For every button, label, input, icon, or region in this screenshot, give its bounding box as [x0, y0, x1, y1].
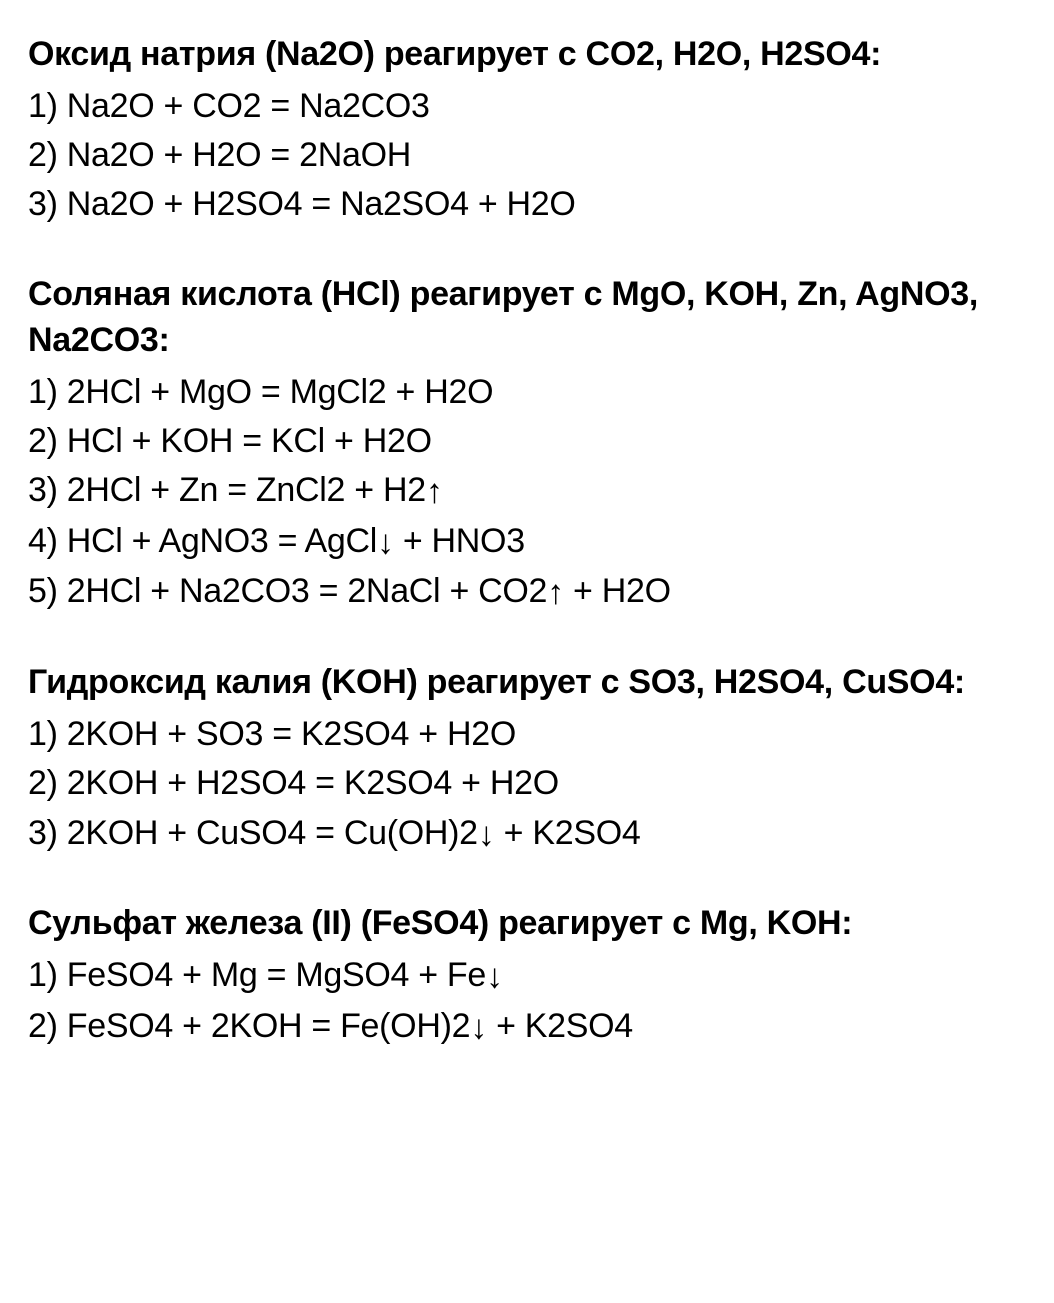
- equation-line: 3) Na2O + H2SO4 = Na2SO4 + H2O: [28, 180, 1026, 229]
- section-3: Сульфат железа (II) (FeSO4) реагирует с …: [28, 901, 1026, 1052]
- equation-line: 2) Na2O + H2O = 2NaOH: [28, 131, 1026, 180]
- equation-line: 4) HCl + AgNO3 = AgCl↓ + HNO3: [28, 517, 1026, 568]
- section-title: Сульфат железа (II) (FeSO4) реагирует с …: [28, 901, 1026, 947]
- section-title: Соляная кислота (HCl) реагирует с MgO, K…: [28, 272, 1026, 364]
- section-title: Гидроксид калия (KOH) реагирует с SO3, H…: [28, 660, 1026, 706]
- equation-line: 5) 2HCl + Na2CO3 = 2NaCl + CO2↑ + H2O: [28, 567, 1026, 618]
- equation-line: 1) 2HCl + MgO = MgCl2 + H2O: [28, 368, 1026, 417]
- equation-line: 1) FeSO4 + Mg = MgSO4 + Fe↓: [28, 951, 1026, 1002]
- equation-line: 1) Na2O + CO2 = Na2CO3: [28, 82, 1026, 131]
- section-2: Гидроксид калия (KOH) реагирует с SO3, H…: [28, 660, 1026, 859]
- equation-line: 2) HCl + KOH = KCl + H2O: [28, 417, 1026, 466]
- equation-line: 2) 2KOH + H2SO4 = K2SO4 + H2O: [28, 759, 1026, 808]
- equation-line: 2) FeSO4 + 2KOH = Fe(OH)2↓ + K2SO4: [28, 1002, 1026, 1053]
- section-0: Оксид натрия (Na2O) реагирует с CO2, H2O…: [28, 32, 1026, 230]
- equation-line: 3) 2KOH + CuSO4 = Cu(OH)2↓ + K2SO4: [28, 809, 1026, 860]
- equation-line: 1) 2KOH + SO3 = K2SO4 + H2O: [28, 710, 1026, 759]
- section-title: Оксид натрия (Na2O) реагирует с CO2, H2O…: [28, 32, 1026, 78]
- equation-line: 3) 2HCl + Zn = ZnCl2 + H2↑: [28, 466, 1026, 517]
- section-1: Соляная кислота (HCl) реагирует с MgO, K…: [28, 272, 1026, 618]
- document-content: Оксид натрия (Na2O) реагирует с CO2, H2O…: [28, 32, 1026, 1052]
